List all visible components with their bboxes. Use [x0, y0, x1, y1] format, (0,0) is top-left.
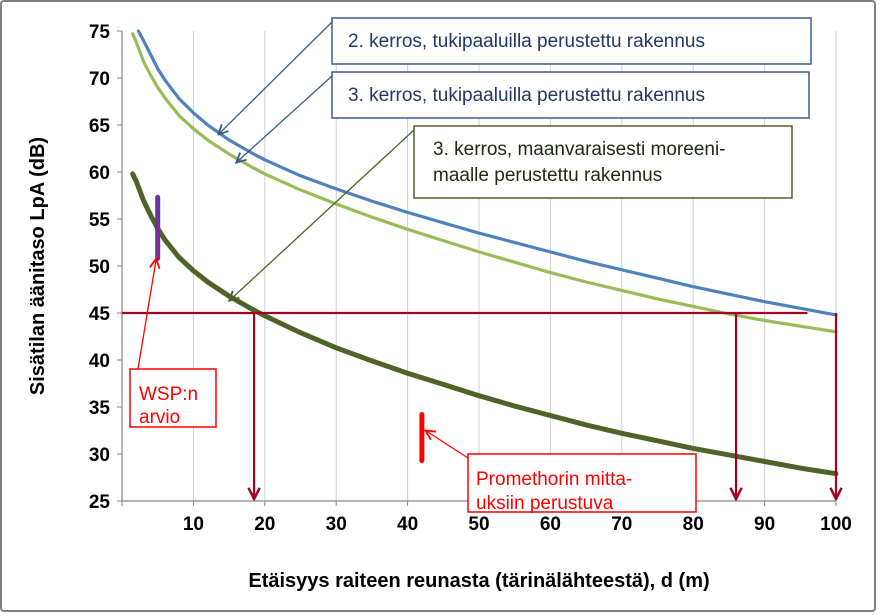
y-tick-label: 45: [89, 304, 111, 325]
annotations: 2. kerros, tukipaaluilla perustettu rake…: [129, 17, 812, 514]
y-tick-label: 40: [89, 351, 110, 372]
annotation-text: uksiin perustuva: [476, 493, 614, 514]
reference-lines: [122, 311, 836, 499]
annotation-text: 3. kerros, maanvaraisesti moreeni-: [433, 139, 726, 160]
y-tick-label: 70: [89, 69, 110, 90]
y-tick-label: 60: [89, 163, 110, 184]
annotation-arrow: [425, 431, 469, 459]
x-tick-label: 60: [540, 514, 561, 535]
annotation-arrow: [218, 21, 333, 134]
y-tick-label: 65: [89, 116, 111, 137]
annotation-box: [413, 125, 793, 199]
x-tick-label: 90: [754, 514, 775, 535]
annotation-text: Promethorin mitta-: [476, 469, 632, 490]
annotation-text: 2. kerros, tukipaaluilla perustettu rake…: [348, 31, 705, 52]
y-axis-title: Sisätilan äänitaso LpA (dB): [27, 137, 49, 395]
annotation-box: [129, 368, 217, 428]
y-tick-label: 30: [89, 445, 110, 466]
annotation-1: 2. kerros, tukipaaluilla perustettu rake…: [218, 17, 812, 134]
y-tick-label: 55: [89, 210, 111, 231]
markers: [155, 194, 425, 464]
annotation-2: 3. kerros, tukipaaluilla perustettu rake…: [236, 71, 810, 163]
annotation-text: 3. kerros, tukipaaluilla perustettu rake…: [348, 85, 705, 106]
annotation-box: [331, 17, 812, 65]
series-line-2: [131, 32, 838, 334]
series-line-3: [130, 171, 839, 477]
x-tick-label: 30: [326, 514, 347, 535]
annotation-arrow: [229, 129, 415, 301]
annotation-arrow: [137, 258, 156, 370]
x-tick-label: 70: [611, 514, 632, 535]
x-tick-label: 100: [820, 514, 852, 535]
tick-labels: 25 30 35 40 45 50 55 60 65 70 75 10 20 30 40 50 60 70 80 90…: [89, 22, 852, 535]
y-tick-label: 35: [89, 398, 111, 419]
y-tick-label: 75: [89, 22, 111, 43]
x-tick-label: 20: [254, 514, 275, 535]
annotation-arrow: [236, 75, 333, 163]
y-tick-label: 50: [89, 257, 110, 278]
series-layer: [130, 29, 839, 477]
x-axis-title: Etäisyys raiteen reunasta (tärinälähtees…: [248, 570, 709, 592]
x-tick-label: 10: [183, 514, 204, 535]
x-tick-label: 50: [468, 514, 489, 535]
annotation-5: Promethorin mitta-uksiin perustuva: [425, 431, 697, 514]
x-tick-label: 80: [683, 514, 704, 535]
annotation-text: maalle perustettu rakennus: [433, 165, 662, 186]
series-line-1: [136, 29, 838, 317]
annotation-text: arvio: [139, 407, 180, 428]
annotation-box: [331, 71, 810, 119]
annotation-box: [467, 453, 697, 513]
annotation-3: 3. kerros, maanvaraisesti moreeni-maalle…: [229, 125, 793, 301]
x-tick-label: 40: [397, 514, 418, 535]
y-tick-label: 25: [89, 492, 111, 513]
annotation-text: WSP:n: [139, 384, 198, 405]
